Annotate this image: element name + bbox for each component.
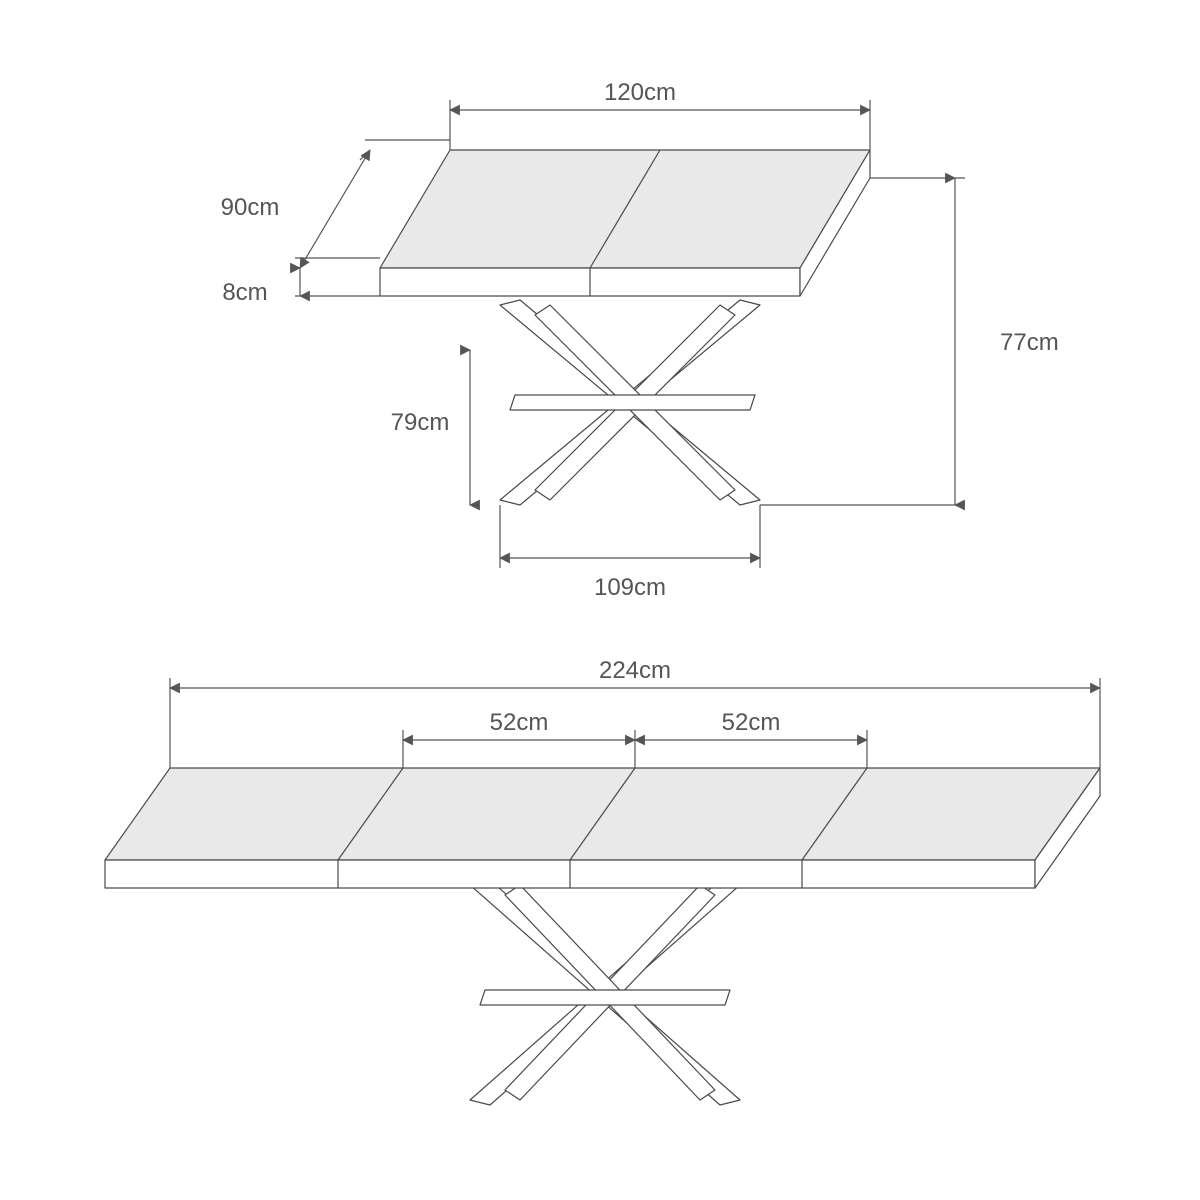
view-extended: 224cm 52cm 52cm: [105, 657, 1100, 1105]
dim-thickness: 8cm: [222, 279, 267, 306]
tabletop-compact: [380, 150, 870, 296]
dim-leaf-left: 52cm: [490, 709, 549, 736]
view-compact: 120cm 90cm 8cm 77cm 79cm 109cm: [221, 79, 1059, 601]
legs-compact: [500, 300, 760, 505]
dim-height: 77cm: [1000, 329, 1059, 356]
dim-depth: 90cm: [221, 194, 280, 221]
dim-leg-height: 79cm: [391, 409, 450, 436]
dim-base-width: 109cm: [594, 574, 666, 601]
dim-total-width: 224cm: [599, 657, 671, 684]
table-dimension-diagram: 120cm 90cm 8cm 77cm 79cm 109cm: [0, 0, 1200, 1200]
tabletop-extended: [105, 768, 1100, 888]
dim-leaf-right: 52cm: [722, 709, 781, 736]
dim-top-width: 120cm: [604, 79, 676, 106]
legs-extended: [470, 880, 740, 1105]
